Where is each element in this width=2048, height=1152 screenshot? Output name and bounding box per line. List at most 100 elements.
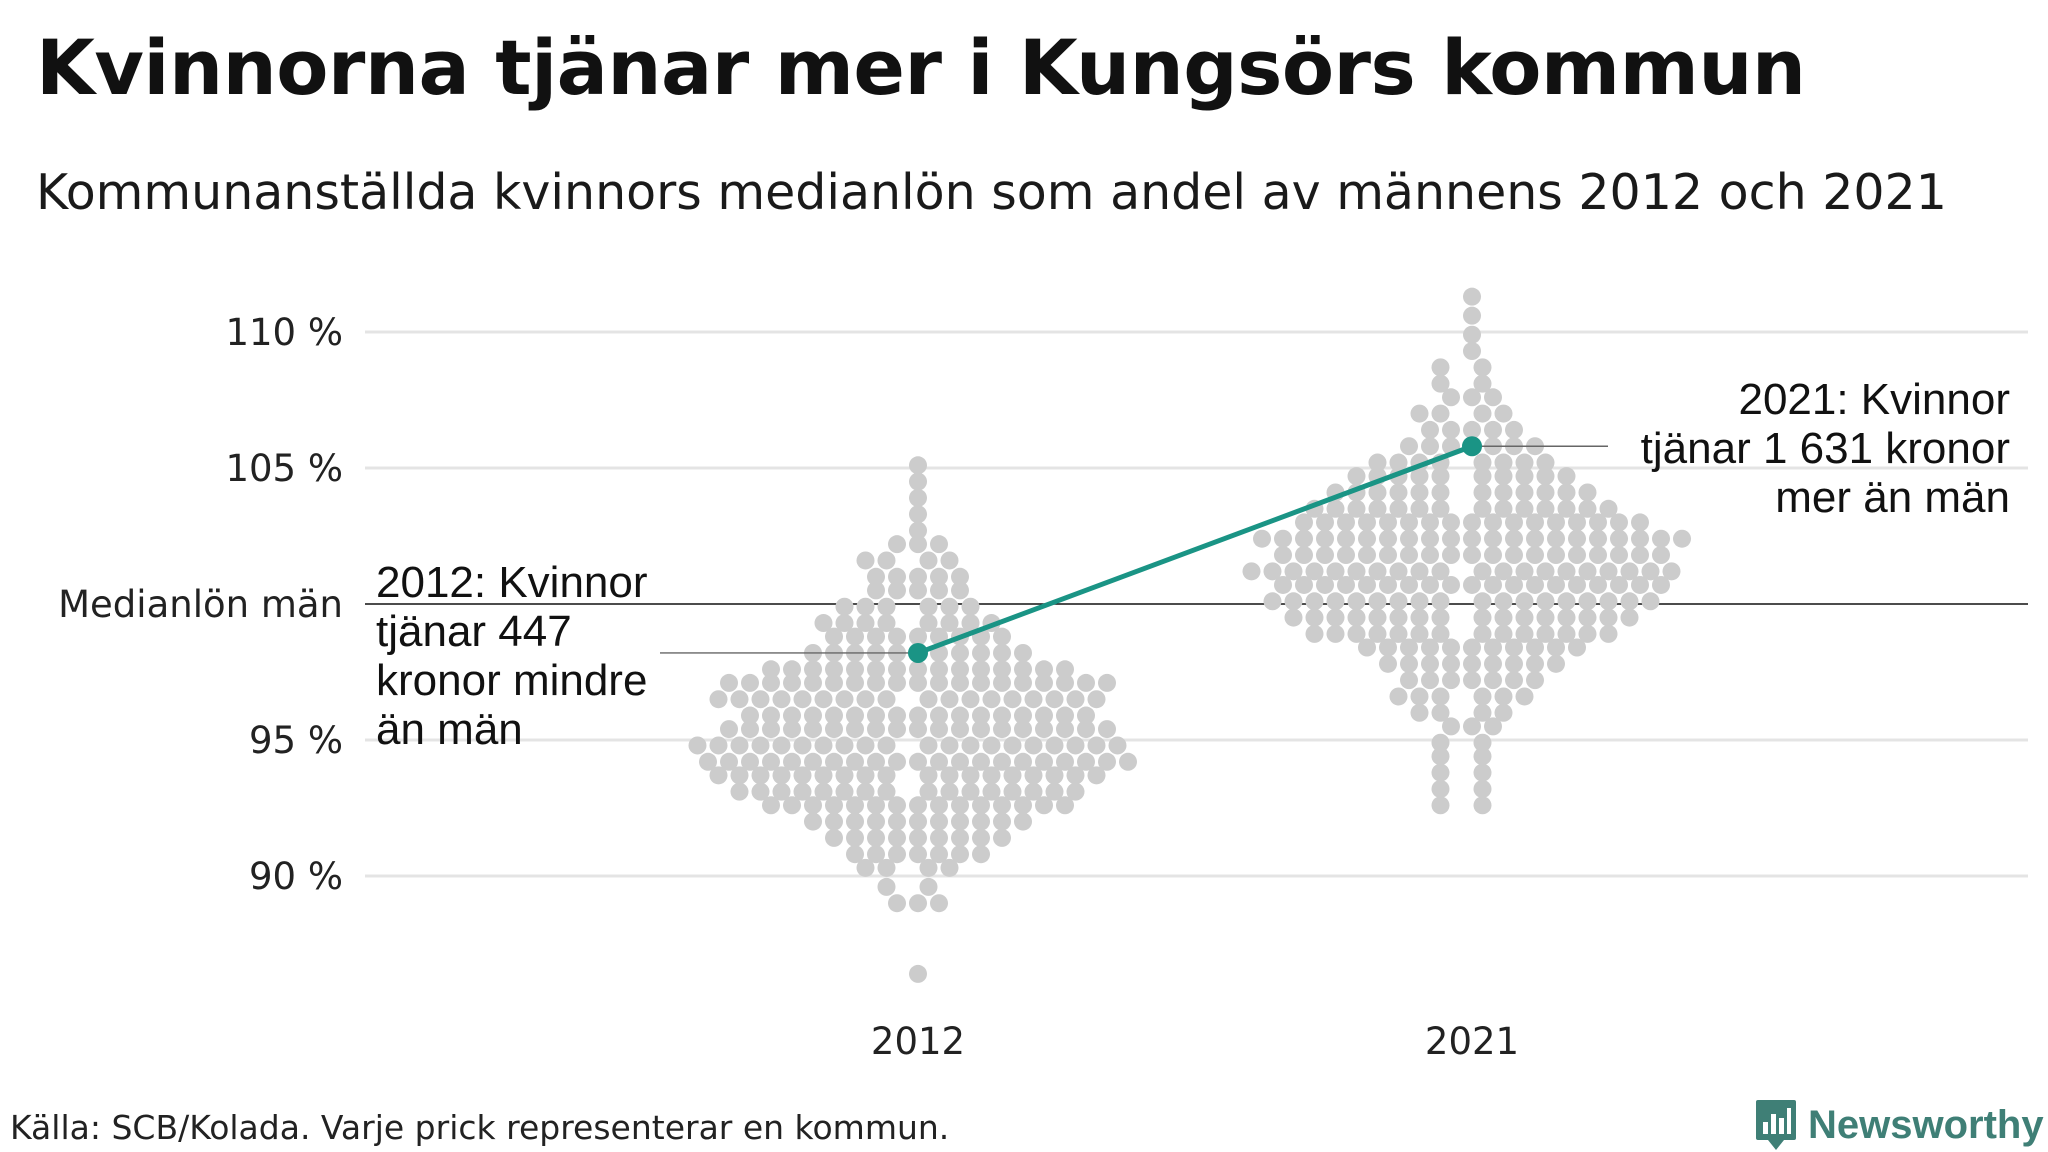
municipality-dot — [741, 706, 759, 725]
municipality-dot — [825, 660, 843, 679]
municipality-dot — [930, 581, 948, 600]
municipality-dot — [1014, 643, 1032, 662]
municipality-dot — [1515, 687, 1534, 706]
municipality-dot — [1066, 690, 1085, 709]
municipality-dot — [1673, 529, 1691, 548]
municipality-dot — [772, 690, 791, 709]
municipality-dot — [1515, 624, 1534, 643]
municipality-dot — [1368, 624, 1387, 643]
municipality-dot — [930, 812, 948, 831]
municipality-dot — [1494, 404, 1513, 423]
municipality-dot — [877, 551, 896, 570]
newsworthy-logo: Newsworthy — [1754, 1098, 2044, 1152]
municipality-dot — [1284, 592, 1303, 611]
municipality-dot — [1379, 638, 1397, 657]
municipality-dot — [783, 706, 801, 725]
municipality-dot — [1077, 706, 1095, 725]
municipality-dot — [1463, 287, 1481, 306]
municipality-dot — [793, 782, 812, 801]
municipality-dot — [1014, 796, 1032, 815]
municipality-dot — [814, 766, 833, 785]
municipality-dot — [909, 752, 927, 771]
annotation-line: tjänar 1 631 kronor — [1641, 424, 2010, 473]
municipality-dot — [1358, 638, 1376, 657]
municipality-dot — [1589, 513, 1607, 532]
municipality-dot — [1379, 529, 1397, 548]
municipality-dot — [1431, 733, 1450, 752]
municipality-dot — [1347, 608, 1366, 627]
municipality-dot — [877, 877, 896, 896]
municipality-dot — [1578, 592, 1597, 611]
municipality-dot — [888, 581, 906, 600]
municipality-dot — [982, 736, 1001, 755]
municipality-dot — [1389, 483, 1408, 502]
municipality-dot — [1442, 546, 1460, 565]
municipality-dot — [1410, 499, 1429, 518]
municipality-dot — [1526, 513, 1544, 532]
x-tick-label: 2012 — [871, 1020, 965, 1063]
municipality-dot — [1505, 420, 1523, 439]
municipality-dot — [1274, 575, 1292, 594]
highlight-line — [917, 443, 1473, 656]
municipality-dot — [1014, 660, 1032, 679]
municipality-dot — [1515, 608, 1534, 627]
municipality-dot — [1274, 529, 1292, 548]
municipality-dot — [867, 673, 885, 692]
municipality-dot — [877, 736, 896, 755]
municipality-dot — [1045, 766, 1064, 785]
municipality-dot — [1347, 467, 1366, 486]
municipality-dot — [930, 720, 948, 739]
municipality-dot — [1652, 546, 1670, 565]
municipality-dot — [867, 828, 885, 847]
municipality-dot — [951, 660, 969, 679]
municipality-dot — [993, 796, 1011, 815]
municipality-dot — [751, 736, 770, 755]
annotation-line: än män — [376, 705, 523, 754]
municipality-dot — [1421, 513, 1439, 532]
municipality-dot — [909, 456, 927, 475]
municipality-dot — [804, 796, 822, 815]
municipality-dot — [909, 505, 927, 524]
municipality-dot — [877, 597, 896, 616]
annotation-2012: 2012: Kvinnor tjänar 447 kronor mindre än m… — [376, 558, 648, 754]
municipality-dot — [919, 766, 938, 785]
municipality-dot — [1421, 529, 1439, 548]
municipality-dot — [909, 488, 927, 507]
municipality-dot — [1045, 736, 1064, 755]
municipality-dot — [1547, 638, 1565, 657]
municipality-dot — [1379, 654, 1397, 673]
municipality-dot — [1431, 747, 1450, 766]
municipality-dot — [1421, 638, 1439, 657]
municipality-dot — [846, 706, 864, 725]
municipality-dot — [720, 673, 738, 692]
highlight-point — [1462, 436, 1482, 457]
municipality-dot — [1410, 608, 1429, 627]
municipality-dot — [825, 706, 843, 725]
municipality-dot — [930, 673, 948, 692]
municipality-dot — [856, 597, 875, 616]
municipality-dot — [1536, 624, 1555, 643]
municipality-dot — [877, 614, 896, 633]
highlight-series — [908, 436, 1482, 663]
municipality-dot — [1326, 562, 1345, 581]
annotation-line: kronor mindre — [376, 656, 647, 705]
municipality-dot — [940, 597, 959, 616]
municipality-dot — [814, 782, 833, 801]
municipality-dot — [1484, 546, 1502, 565]
municipality-dot — [1536, 562, 1555, 581]
municipality-dot — [709, 766, 728, 785]
municipality-dot — [835, 782, 854, 801]
municipality-dot — [951, 796, 969, 815]
municipality-dot — [762, 752, 780, 771]
chart-title: Kvinnorna tjänar mer i Kungsörs kommun — [36, 23, 1806, 112]
municipality-dot — [909, 673, 927, 692]
municipality-dot — [1379, 546, 1397, 565]
municipality-dot — [1610, 546, 1628, 565]
municipality-dot — [1368, 499, 1387, 518]
municipality-dot — [1014, 812, 1032, 831]
municipality-dot — [1557, 467, 1576, 486]
municipality-dot — [1473, 608, 1492, 627]
municipality-dot — [1431, 374, 1450, 393]
municipality-dot — [1547, 513, 1565, 532]
municipality-dot — [1389, 562, 1408, 581]
